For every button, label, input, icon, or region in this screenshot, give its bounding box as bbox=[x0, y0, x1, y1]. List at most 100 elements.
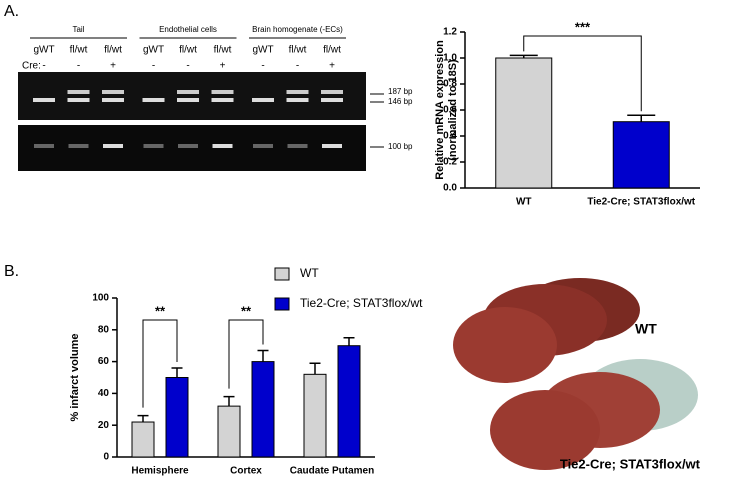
gel-band bbox=[253, 144, 273, 148]
panel-label: B. bbox=[4, 263, 19, 280]
legend-label: Tie2-Cre; STAT3flox/wt bbox=[300, 296, 423, 310]
lane-label: gWT bbox=[252, 45, 273, 56]
significance: *** bbox=[575, 19, 591, 34]
gel-band bbox=[177, 90, 199, 94]
error-bar bbox=[137, 414, 149, 423]
marker-label: 146 bp bbox=[388, 97, 413, 106]
gel-band bbox=[67, 98, 90, 102]
error-bar bbox=[509, 54, 538, 58]
legend-swatch bbox=[274, 267, 290, 281]
y-tick-label: 0.0 bbox=[443, 183, 457, 194]
y-tick-label: 0.2 bbox=[443, 157, 457, 168]
lane-label: fl/wt bbox=[289, 45, 307, 56]
y-axis-label: (normalized to 18S) bbox=[447, 59, 459, 161]
significance-bracket bbox=[523, 35, 642, 112]
y-tick-label: 60 bbox=[98, 356, 110, 367]
panel-label: A. bbox=[4, 3, 19, 20]
gel-band bbox=[102, 98, 124, 102]
gel-band bbox=[211, 98, 234, 102]
error-bar bbox=[627, 114, 656, 122]
cre-sign: - bbox=[77, 61, 80, 72]
y-tick-label: 0 bbox=[103, 452, 109, 463]
marker-label: 100 bp bbox=[388, 142, 413, 151]
y-tick-label: 0.6 bbox=[443, 105, 457, 116]
cre-sign: - bbox=[296, 61, 299, 72]
lane-label: fl/wt bbox=[70, 45, 88, 56]
bar bbox=[131, 421, 155, 458]
gel-band bbox=[34, 144, 54, 148]
lane-label: gWT bbox=[33, 45, 54, 56]
gel-band bbox=[252, 98, 274, 102]
gel-band bbox=[212, 144, 233, 148]
cre-sign: - bbox=[152, 61, 155, 72]
gel-band bbox=[287, 144, 308, 148]
bar bbox=[612, 121, 670, 189]
y-tick-label: 0.4 bbox=[443, 131, 457, 142]
brain-photos bbox=[453, 278, 698, 470]
lane-label: fl/wt bbox=[179, 45, 197, 56]
x-tick-label: Cortex bbox=[230, 466, 262, 477]
x-tick-label: Hemisphere bbox=[131, 466, 189, 477]
brain-label: WT bbox=[635, 321, 657, 337]
y-tick-label: 40 bbox=[98, 388, 110, 399]
legend-swatch bbox=[274, 297, 290, 311]
significance-bracket bbox=[228, 319, 264, 389]
gel-group: Tail bbox=[72, 25, 84, 34]
gel-band bbox=[322, 144, 342, 148]
significance: ** bbox=[155, 303, 166, 318]
cre-sign: + bbox=[220, 61, 226, 72]
cre-sign: - bbox=[186, 61, 189, 72]
y-tick-label: 80 bbox=[98, 324, 110, 335]
brain-label: Tie2-Cre; STAT3flox/wt bbox=[560, 456, 701, 471]
legend-label: WT bbox=[300, 266, 319, 280]
gel-band bbox=[177, 98, 199, 102]
gel-band bbox=[286, 90, 309, 94]
gel-band bbox=[103, 144, 123, 148]
error-bar bbox=[257, 349, 269, 362]
lane-label: fl/wt bbox=[104, 45, 122, 56]
lane-label: fl/wt bbox=[323, 45, 341, 56]
error-bar bbox=[223, 395, 235, 407]
cre-sign: + bbox=[110, 61, 116, 72]
gel-band bbox=[143, 144, 164, 148]
y-tick-label: 1.0 bbox=[443, 53, 457, 64]
gel-band bbox=[178, 144, 198, 148]
cre-label: Cre: bbox=[22, 61, 41, 72]
gel-band bbox=[211, 90, 234, 94]
gel-band bbox=[68, 144, 89, 148]
bar bbox=[303, 373, 327, 458]
cre-sign: + bbox=[329, 61, 335, 72]
error-bar bbox=[171, 367, 183, 378]
y-axis-label: % infarct volume bbox=[69, 333, 81, 421]
x-tick-label: Tie2-Cre; STAT3flox/wt bbox=[587, 197, 695, 208]
y-tick-label: 0.8 bbox=[443, 79, 457, 90]
lane-label: fl/wt bbox=[214, 45, 232, 56]
y-tick-label: 20 bbox=[98, 420, 110, 431]
gel-band bbox=[33, 98, 55, 102]
y-tick-label: 1.2 bbox=[443, 27, 457, 38]
gel-band bbox=[286, 98, 309, 102]
error-bar bbox=[343, 337, 355, 346]
bar bbox=[495, 57, 553, 189]
gel-band bbox=[142, 98, 165, 102]
x-tick-label: Caudate Putamen bbox=[290, 466, 374, 477]
bar bbox=[165, 377, 189, 458]
gel-group: Endothelial cells bbox=[159, 25, 217, 34]
gel-band bbox=[321, 98, 343, 102]
significance: ** bbox=[241, 303, 252, 318]
gel-band bbox=[67, 90, 90, 94]
error-bar bbox=[309, 362, 321, 375]
y-tick-label: 100 bbox=[92, 293, 109, 304]
bar bbox=[217, 405, 241, 458]
cre-sign: - bbox=[42, 61, 45, 72]
gel-band bbox=[321, 90, 343, 94]
x-tick-label: WT bbox=[516, 197, 532, 208]
marker-label: 187 bp bbox=[388, 87, 413, 96]
cre-sign: - bbox=[261, 61, 264, 72]
y-axis-label: Relative mRNA expression bbox=[434, 40, 446, 180]
bar bbox=[337, 345, 361, 458]
gel-image bbox=[18, 72, 366, 120]
gel-band bbox=[102, 90, 124, 94]
gel-group: Brain homogenate (-ECs) bbox=[252, 25, 343, 34]
